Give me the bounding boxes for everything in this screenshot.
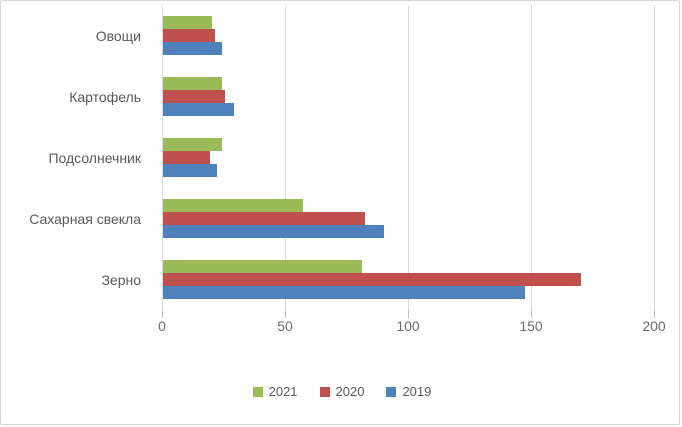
bar-2021-category-3: [163, 138, 223, 151]
bar-2019-category-3: [163, 164, 218, 177]
legend-label-2021: 2021: [268, 384, 298, 399]
value-axis-tick-label-50: 50: [277, 318, 293, 334]
category-label-3: Подсолнечник: [48, 149, 141, 166]
tickmark-x-100: [408, 310, 409, 318]
legend-swatch-2021: [252, 386, 263, 397]
gridline-x-50: [285, 5, 286, 310]
legend-item-2019: 2019: [386, 384, 431, 399]
category-label-2: Картофель: [69, 88, 141, 105]
value-axis-tick-label-100: 100: [396, 318, 420, 334]
bar-2019-category-1: [163, 42, 223, 55]
legend-item-2021: 2021: [252, 384, 298, 399]
legend-label-2020: 2020: [335, 384, 365, 399]
category-axis-labels: Овощи Картофель Подсолнечник Сахарная свекл…: [1, 5, 151, 310]
gridline-x-0: [162, 5, 163, 310]
tickmark-x-50: [285, 310, 286, 318]
tickmark-x-150: [531, 310, 532, 318]
bar-2019-category-4: [163, 225, 385, 238]
gridline-x-200: [654, 5, 655, 310]
value-axis-tick-label-200: 200: [642, 318, 666, 334]
tickmark-x-200: [654, 310, 655, 318]
bar-2020-category-3: [163, 151, 210, 164]
bar-2020-category-2: [163, 90, 225, 103]
legend-swatch-2020: [319, 386, 330, 397]
legend-swatch-2019: [386, 386, 397, 397]
value-axis-labels: 0 50 100 150 200: [1, 318, 679, 338]
tickmark-x-0: [162, 310, 163, 318]
gridline-x-150: [531, 5, 532, 310]
category-label-1: Овощи: [95, 27, 141, 44]
bar-2020-category-1: [163, 29, 215, 42]
bar-2019-category-5: [163, 286, 525, 299]
bar-2019-category-2: [163, 103, 235, 116]
category-label-4: Сахарная свекла: [29, 210, 141, 227]
legend-label-2019: 2019: [402, 384, 432, 399]
legend: 2021 2020 2019: [1, 384, 679, 399]
value-axis-tick-label-0: 0: [158, 318, 166, 334]
bar-2020-category-5: [163, 273, 582, 286]
legend-item-2020: 2020: [319, 384, 365, 399]
gridline-x-100: [408, 5, 409, 310]
bar-2021-category-2: [163, 77, 223, 90]
plot-area: [162, 5, 655, 318]
bar-2021-category-5: [163, 260, 363, 273]
bar-2021-category-4: [163, 199, 304, 212]
value-axis-tick-label-150: 150: [519, 318, 543, 334]
bar-2021-category-1: [163, 16, 213, 29]
bar-2020-category-4: [163, 212, 365, 225]
category-label-5: Зерно: [101, 271, 141, 288]
